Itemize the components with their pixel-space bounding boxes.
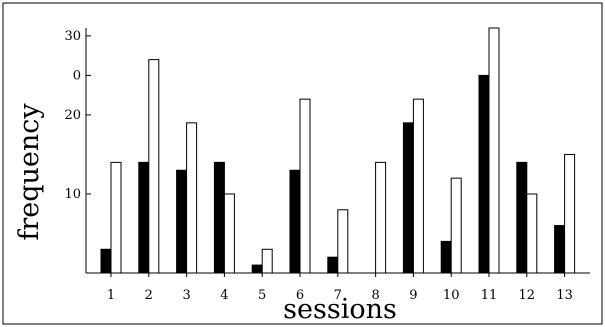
bar-series-2-session-7 xyxy=(337,209,349,274)
bar-series-2-session-11 xyxy=(488,27,500,274)
bar-series-2-session-12 xyxy=(526,193,538,274)
x-tick-label-session-10: 10 xyxy=(443,288,460,303)
bar-series-1-session-12 xyxy=(516,161,528,274)
y-tick-label: 30 xyxy=(64,29,81,44)
bars-group xyxy=(100,27,576,274)
bar-series-1-session-7 xyxy=(327,256,339,274)
y-tick-label: 0 xyxy=(73,68,81,83)
x-tick-label-session-5: 5 xyxy=(258,288,266,303)
bar-series-1-session-1 xyxy=(100,248,112,274)
bar-series-2-session-6 xyxy=(299,98,311,274)
x-tick-label-session-4: 4 xyxy=(220,288,228,303)
bar-series-1-session-6 xyxy=(289,169,301,274)
bar-series-1-session-3 xyxy=(176,169,188,274)
y-axis-title: frequency xyxy=(14,103,45,241)
x-tick-label-session-9: 9 xyxy=(409,288,417,303)
bar-series-1-session-5 xyxy=(251,264,263,274)
x-tick-label-session-11: 11 xyxy=(481,288,498,303)
x-tick-label-session-1: 1 xyxy=(107,288,115,303)
x-tick-label-session-12: 12 xyxy=(519,288,536,303)
x-tick-label-session-7: 7 xyxy=(334,288,342,303)
bar-series-1-session-2 xyxy=(138,161,150,274)
bar-series-1-session-4 xyxy=(213,161,225,274)
x-ticks-group: 1 2 3 4 5 6 7 8 9 10 11 12 13 xyxy=(107,273,573,303)
bar-series-2-session-9 xyxy=(412,98,424,274)
bar-series-2-session-2 xyxy=(148,59,160,274)
bar-series-1-session-10 xyxy=(440,240,452,274)
bar-series-2-session-13 xyxy=(564,153,576,274)
bar-series-2-session-1 xyxy=(110,161,122,274)
bar-series-1-session-11 xyxy=(478,74,490,274)
bar-series-2-session-4 xyxy=(223,193,235,274)
bar-series-2-session-8 xyxy=(375,161,387,274)
y-tick-label: 20 xyxy=(64,108,81,123)
y-tick-label: 10 xyxy=(64,187,81,202)
y-ticks-group: 10 20 0 30 xyxy=(64,29,91,202)
bar-series-2-session-3 xyxy=(186,122,198,274)
x-tick-label-session-6: 6 xyxy=(296,288,304,303)
x-tick-label-session-13: 13 xyxy=(556,288,573,303)
x-tick-label-session-8: 8 xyxy=(371,288,379,303)
x-tick-label-session-2: 2 xyxy=(145,288,153,303)
bar-series-2-session-10 xyxy=(450,177,462,274)
x-axis-title: sessions xyxy=(283,294,397,325)
bar-series-1-session-13 xyxy=(554,225,566,274)
bar-series-2-session-5 xyxy=(261,248,273,274)
bar-series-1-session-9 xyxy=(402,122,414,274)
x-tick-label-session-3: 3 xyxy=(182,288,190,303)
